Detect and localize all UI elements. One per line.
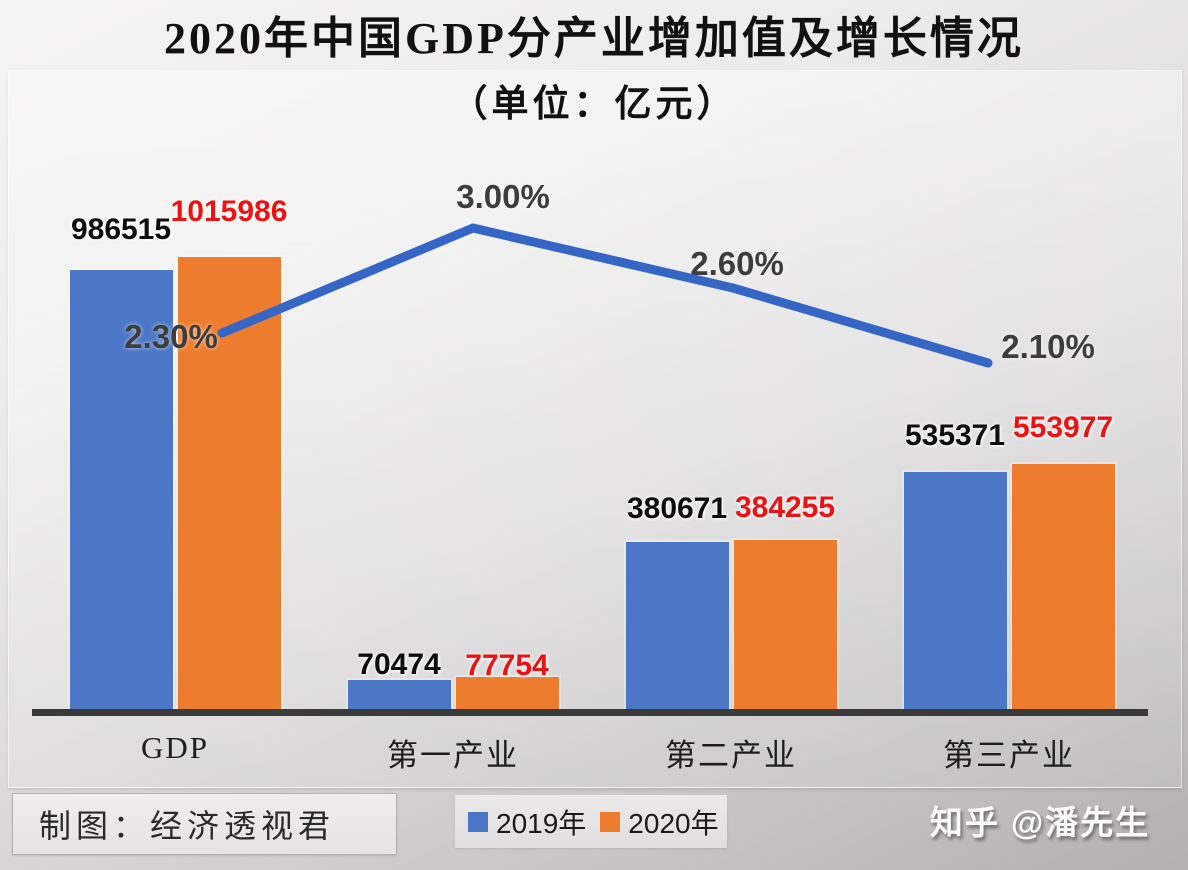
value-label-2020年-cat: 384255 <box>734 491 836 524</box>
legend-swatch-2020-icon <box>600 811 621 832</box>
legend-item-2019: 2019年 <box>468 802 586 842</box>
credit-box: 制图：经济透视君 <box>12 793 397 855</box>
value-label-2020年-gdp: 1015986 <box>170 195 288 228</box>
x-axis-label-cat: 第三产业 <box>943 738 1075 773</box>
value-label-2019年-gdp: 986515 <box>70 213 172 246</box>
legend-swatch-2019-icon <box>468 811 488 832</box>
bar-2020年-cat <box>1011 464 1115 712</box>
x-axis-line <box>32 709 1148 716</box>
value-label-2019年-cat: 380671 <box>626 492 728 525</box>
x-axis-label-cat: 第二产业 <box>665 738 797 773</box>
bar-2020年-cat <box>733 540 837 712</box>
bar-2019年-cat <box>347 680 451 712</box>
bar-2019年-cat <box>625 542 729 712</box>
growth-label-cat: 2.60% <box>690 245 784 282</box>
title-block: 2020年中国GDP分产业增加值及增长情况 （单位：亿元） <box>0 14 1188 127</box>
value-label-2019年-cat: 535371 <box>904 419 1006 452</box>
growth-label-cat: 2.10% <box>1001 328 1095 365</box>
legend-label-2019: 2019年 <box>496 807 587 839</box>
legend-label-2020: 2020年 <box>628 807 719 839</box>
legend: 2019年 2020年 <box>455 795 727 848</box>
credit-text: 制图：经济透视君 <box>39 808 336 844</box>
x-axis-label-cat: 第一产业 <box>387 738 519 773</box>
growth-label-cat: 3.00% <box>456 178 550 215</box>
page-subtitle: （单位：亿元） <box>450 83 738 125</box>
value-label-2020年-cat: 553977 <box>1012 411 1114 444</box>
growth-label-gdp: 2.30% <box>124 318 218 355</box>
x-axis-label-gdp: GDP <box>140 730 210 765</box>
legend-item-2020: 2020年 <box>600 802 719 842</box>
bar-2020年-cat <box>455 677 559 712</box>
page-title: 2020年中国GDP分产业增加值及增长情况 <box>164 14 1024 63</box>
bar-2019年-gdp <box>69 270 173 712</box>
watermark: 知乎 @潘先生 <box>929 804 1151 841</box>
value-label-2019年-cat: 70474 <box>357 648 441 681</box>
bar-2019年-cat <box>903 472 1007 712</box>
growth-line <box>217 223 993 368</box>
value-label-2020年-cat: 77754 <box>465 649 549 682</box>
